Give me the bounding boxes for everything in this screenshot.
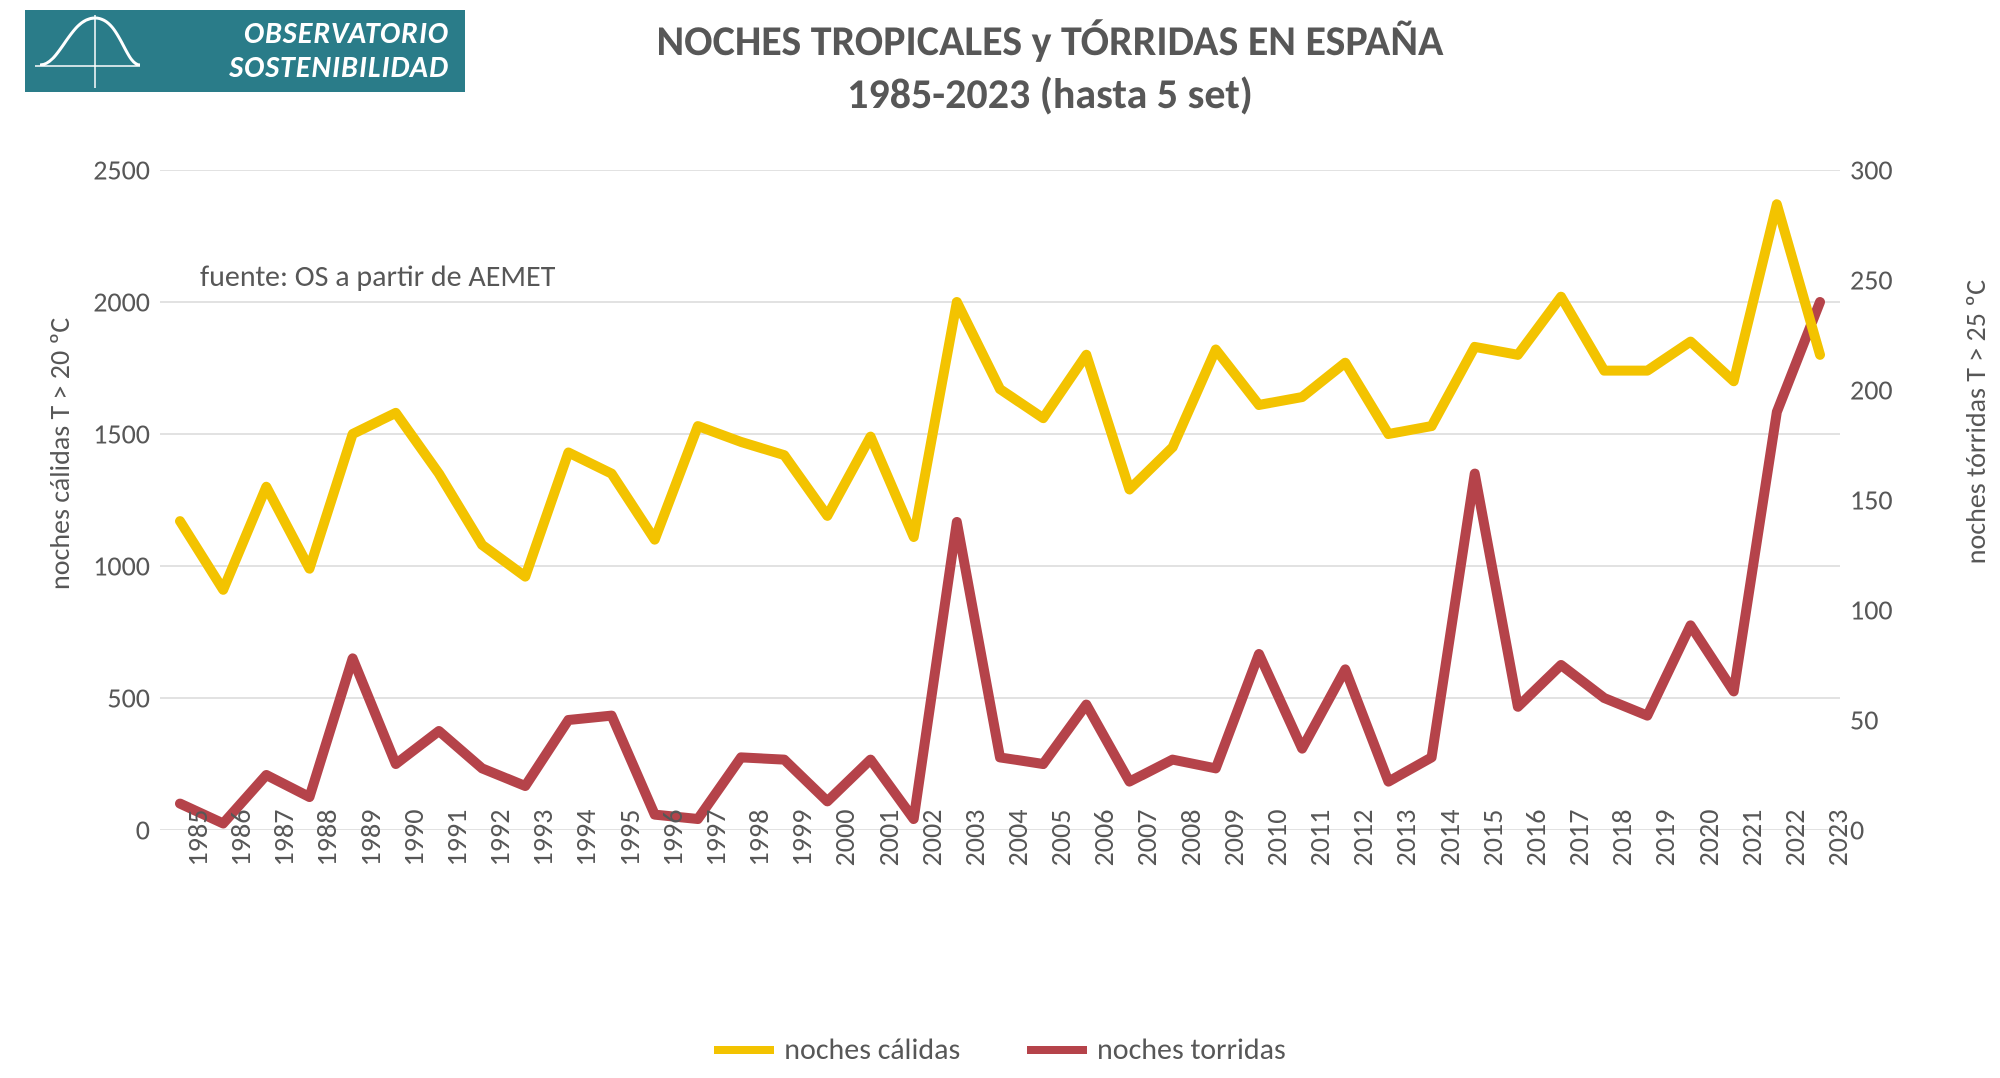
y2-axis-label: noches tórridas T > 25 ºC bbox=[1958, 280, 1993, 564]
y1-tick: 500 bbox=[60, 681, 150, 716]
x-tick: 1991 bbox=[439, 810, 474, 867]
y2-tick: 300 bbox=[1850, 153, 1940, 188]
x-tick: 1987 bbox=[266, 810, 301, 867]
chart: noches cálidas T > 20 ºC noches tórridas… bbox=[60, 170, 1940, 990]
legend-swatch-torridas bbox=[1027, 1046, 1087, 1054]
x-tick: 2003 bbox=[957, 810, 992, 867]
y2-tick: 200 bbox=[1850, 373, 1940, 408]
x-tick: 1997 bbox=[698, 810, 733, 867]
logo-curve-icon bbox=[25, 10, 145, 92]
y1-tick: 2500 bbox=[60, 153, 150, 188]
x-tick: 1995 bbox=[612, 810, 647, 867]
x-tick: 2011 bbox=[1302, 810, 1337, 867]
y2-tick: 250 bbox=[1850, 263, 1940, 298]
x-tick: 1985 bbox=[180, 810, 215, 867]
x-tick: 2005 bbox=[1043, 810, 1078, 867]
y1-tick-container: 05001000150020002500 bbox=[60, 170, 150, 830]
x-tick: 2000 bbox=[827, 810, 862, 867]
x-tick: 2023 bbox=[1820, 810, 1855, 867]
source-note: fuente: OS a partir de AEMET bbox=[200, 258, 555, 295]
x-tick: 2002 bbox=[914, 810, 949, 867]
y2-tick: 100 bbox=[1850, 593, 1940, 628]
x-tick: 2009 bbox=[1216, 810, 1251, 867]
logo-text: OBSERVATORIO SOSTENIBILIDAD bbox=[145, 17, 455, 86]
x-tick: 1988 bbox=[309, 810, 344, 867]
chart-title: NOCHES TROPICALES y TÓRRIDAS EN ESPAÑA 1… bbox=[500, 16, 1600, 121]
y1-tick: 1500 bbox=[60, 417, 150, 452]
x-tick: 2008 bbox=[1173, 810, 1208, 867]
title-line1: NOCHES TROPICALES y TÓRRIDAS EN ESPAÑA bbox=[500, 16, 1600, 69]
x-tick: 1986 bbox=[223, 810, 258, 867]
legend-item-calidas: noches cálidas bbox=[714, 1031, 960, 1068]
x-tick: 1992 bbox=[482, 810, 517, 867]
title-line2: 1985-2023 (hasta 5 set) bbox=[500, 69, 1600, 122]
logo-badge: OBSERVATORIO SOSTENIBILIDAD bbox=[25, 10, 465, 92]
x-tick: 2017 bbox=[1561, 810, 1596, 867]
x-tick: 2019 bbox=[1647, 810, 1682, 867]
legend-label-torridas: noches torridas bbox=[1097, 1031, 1286, 1068]
x-tick: 2001 bbox=[871, 810, 906, 867]
x-tick: 2010 bbox=[1259, 810, 1294, 867]
x-tick-container: 1985198619871988198919901991199219931994… bbox=[160, 830, 1840, 985]
x-tick: 2014 bbox=[1432, 810, 1467, 867]
x-tick: 2015 bbox=[1475, 810, 1510, 867]
x-tick: 1993 bbox=[525, 810, 560, 867]
y1-tick: 0 bbox=[60, 813, 150, 848]
x-tick: 2020 bbox=[1691, 810, 1726, 867]
y1-tick: 1000 bbox=[60, 549, 150, 584]
y1-tick: 2000 bbox=[60, 285, 150, 320]
x-tick: 2012 bbox=[1345, 810, 1380, 867]
x-tick: 2021 bbox=[1734, 810, 1769, 867]
x-tick: 1994 bbox=[568, 810, 603, 867]
legend: noches cálidas noches torridas bbox=[0, 1026, 2000, 1069]
legend-swatch-calidas bbox=[714, 1046, 774, 1054]
x-tick: 2004 bbox=[1000, 810, 1035, 867]
y2-tick: 50 bbox=[1850, 703, 1940, 738]
legend-label-calidas: noches cálidas bbox=[784, 1031, 960, 1068]
x-tick: 2007 bbox=[1129, 810, 1164, 867]
x-tick: 1996 bbox=[655, 810, 690, 867]
x-tick: 1998 bbox=[741, 810, 776, 867]
x-tick: 2013 bbox=[1388, 810, 1423, 867]
legend-item-torridas: noches torridas bbox=[1027, 1031, 1286, 1068]
x-tick: 1989 bbox=[353, 810, 388, 867]
x-tick: 1999 bbox=[784, 810, 819, 867]
x-tick: 2018 bbox=[1604, 810, 1639, 867]
logo-line2: SOSTENIBILIDAD bbox=[229, 49, 449, 86]
x-tick: 2022 bbox=[1777, 810, 1812, 867]
y2-tick-container: 050100150200250300 bbox=[1850, 170, 1940, 830]
y2-tick: 150 bbox=[1850, 483, 1940, 518]
x-tick: 1990 bbox=[396, 810, 431, 867]
x-tick: 2006 bbox=[1086, 810, 1121, 867]
y2-tick: 0 bbox=[1850, 813, 1940, 848]
logo-line1: OBSERVATORIO bbox=[244, 15, 449, 52]
x-tick: 2016 bbox=[1518, 810, 1553, 867]
